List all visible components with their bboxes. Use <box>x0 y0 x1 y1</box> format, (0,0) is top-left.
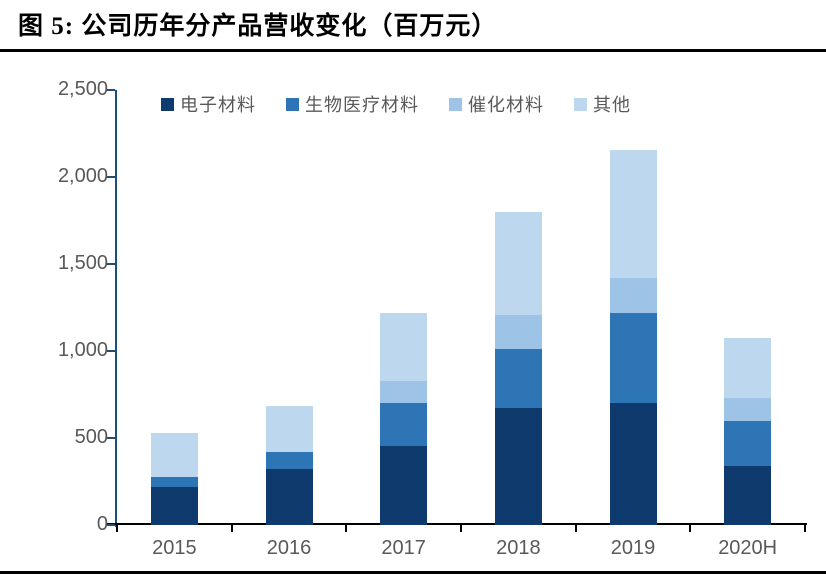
y-axis-tick-label: 0 <box>96 513 108 535</box>
bar-segment-其他 <box>609 150 657 278</box>
x-axis-category-label: 2018 <box>496 537 541 559</box>
bar-segment-电子材料 <box>609 403 657 525</box>
bar-segment-生物医疗材料 <box>609 312 657 404</box>
y-axis-tick-label: 500 <box>74 426 108 448</box>
y-axis-tick <box>106 176 115 178</box>
y-axis-tick <box>106 263 115 265</box>
bar-segment-催化材料 <box>609 277 657 313</box>
bar-segment-电子材料 <box>380 445 428 525</box>
y-axis-tick <box>106 89 115 91</box>
chart-legend: 电子材料 生物医疗材料 催化材料 其他 <box>161 91 631 117</box>
bar-segment-电子材料 <box>150 486 198 525</box>
bar-segment-生物医疗材料 <box>265 451 313 470</box>
x-axis-tick <box>230 525 233 532</box>
x-axis-category-label: 2015 <box>152 537 197 559</box>
legend-item: 生物医疗材料 <box>286 91 419 117</box>
x-axis-line <box>107 523 807 525</box>
bar-segment-电子材料 <box>494 408 542 525</box>
y-axis-tick <box>106 437 115 439</box>
y-axis-tick <box>106 350 115 352</box>
x-axis-category-label: 2017 <box>381 537 426 559</box>
x-axis-tick <box>460 525 462 532</box>
x-axis-category-label: 2020H <box>718 537 778 559</box>
bar-segment-其他 <box>380 312 428 381</box>
bar-segment-电子材料 <box>265 469 313 525</box>
bar-segment-其他 <box>150 432 198 478</box>
legend-item: 其他 <box>574 91 631 117</box>
y-axis-tick-label: 1,500 <box>57 252 108 274</box>
bar-segment-电子材料 <box>724 465 772 525</box>
x-axis-tick <box>116 525 118 532</box>
x-axis-tick <box>574 525 577 532</box>
x-axis-tick <box>804 525 806 532</box>
plot-area: 电子材料 生物医疗材料 催化材料 其他 0 500 1,000 1,500 2,000 2,50… <box>58 78 807 559</box>
bar-segment-其他 <box>494 211 542 316</box>
legend-item: 电子材料 <box>161 91 256 117</box>
figure-title: 图 5: 公司历年分产品营收变化（百万元） <box>18 13 498 40</box>
x-axis-tick <box>689 525 692 532</box>
legend-item: 催化材料 <box>449 91 544 117</box>
legend-swatch <box>574 97 587 111</box>
bar-segment-催化材料 <box>494 315 542 350</box>
bar-segment-催化材料 <box>724 397 772 421</box>
legend-swatch <box>449 97 462 111</box>
title-rule-divider <box>0 49 826 52</box>
legend-swatch <box>161 97 174 111</box>
bar-segment-生物医疗材料 <box>150 477 198 487</box>
bar-segment-生物医疗材料 <box>724 420 772 466</box>
bar-segment-生物医疗材料 <box>494 349 542 409</box>
y-axis-line <box>115 90 117 527</box>
y-axis-tick <box>106 524 115 526</box>
bar-segment-催化材料 <box>380 380 428 404</box>
bar-segment-其他 <box>265 405 313 452</box>
bottom-rule-divider <box>0 571 826 574</box>
legend-label: 生物医疗材料 <box>305 95 419 115</box>
legend-label: 电子材料 <box>180 95 256 115</box>
y-axis-tick-label: 2,000 <box>57 165 108 187</box>
legend-swatch <box>286 97 299 111</box>
legend-label: 其他 <box>593 95 631 115</box>
y-axis-tick-label: 2,500 <box>57 78 108 100</box>
x-axis-category-label: 2016 <box>266 537 312 559</box>
legend-label: 催化材料 <box>468 95 544 115</box>
x-axis-tick <box>345 525 348 532</box>
bar-segment-生物医疗材料 <box>380 403 428 446</box>
x-axis-category-label: 2019 <box>610 537 656 559</box>
y-axis-tick-label: 1,000 <box>57 339 108 361</box>
bar-segment-其他 <box>724 337 772 398</box>
